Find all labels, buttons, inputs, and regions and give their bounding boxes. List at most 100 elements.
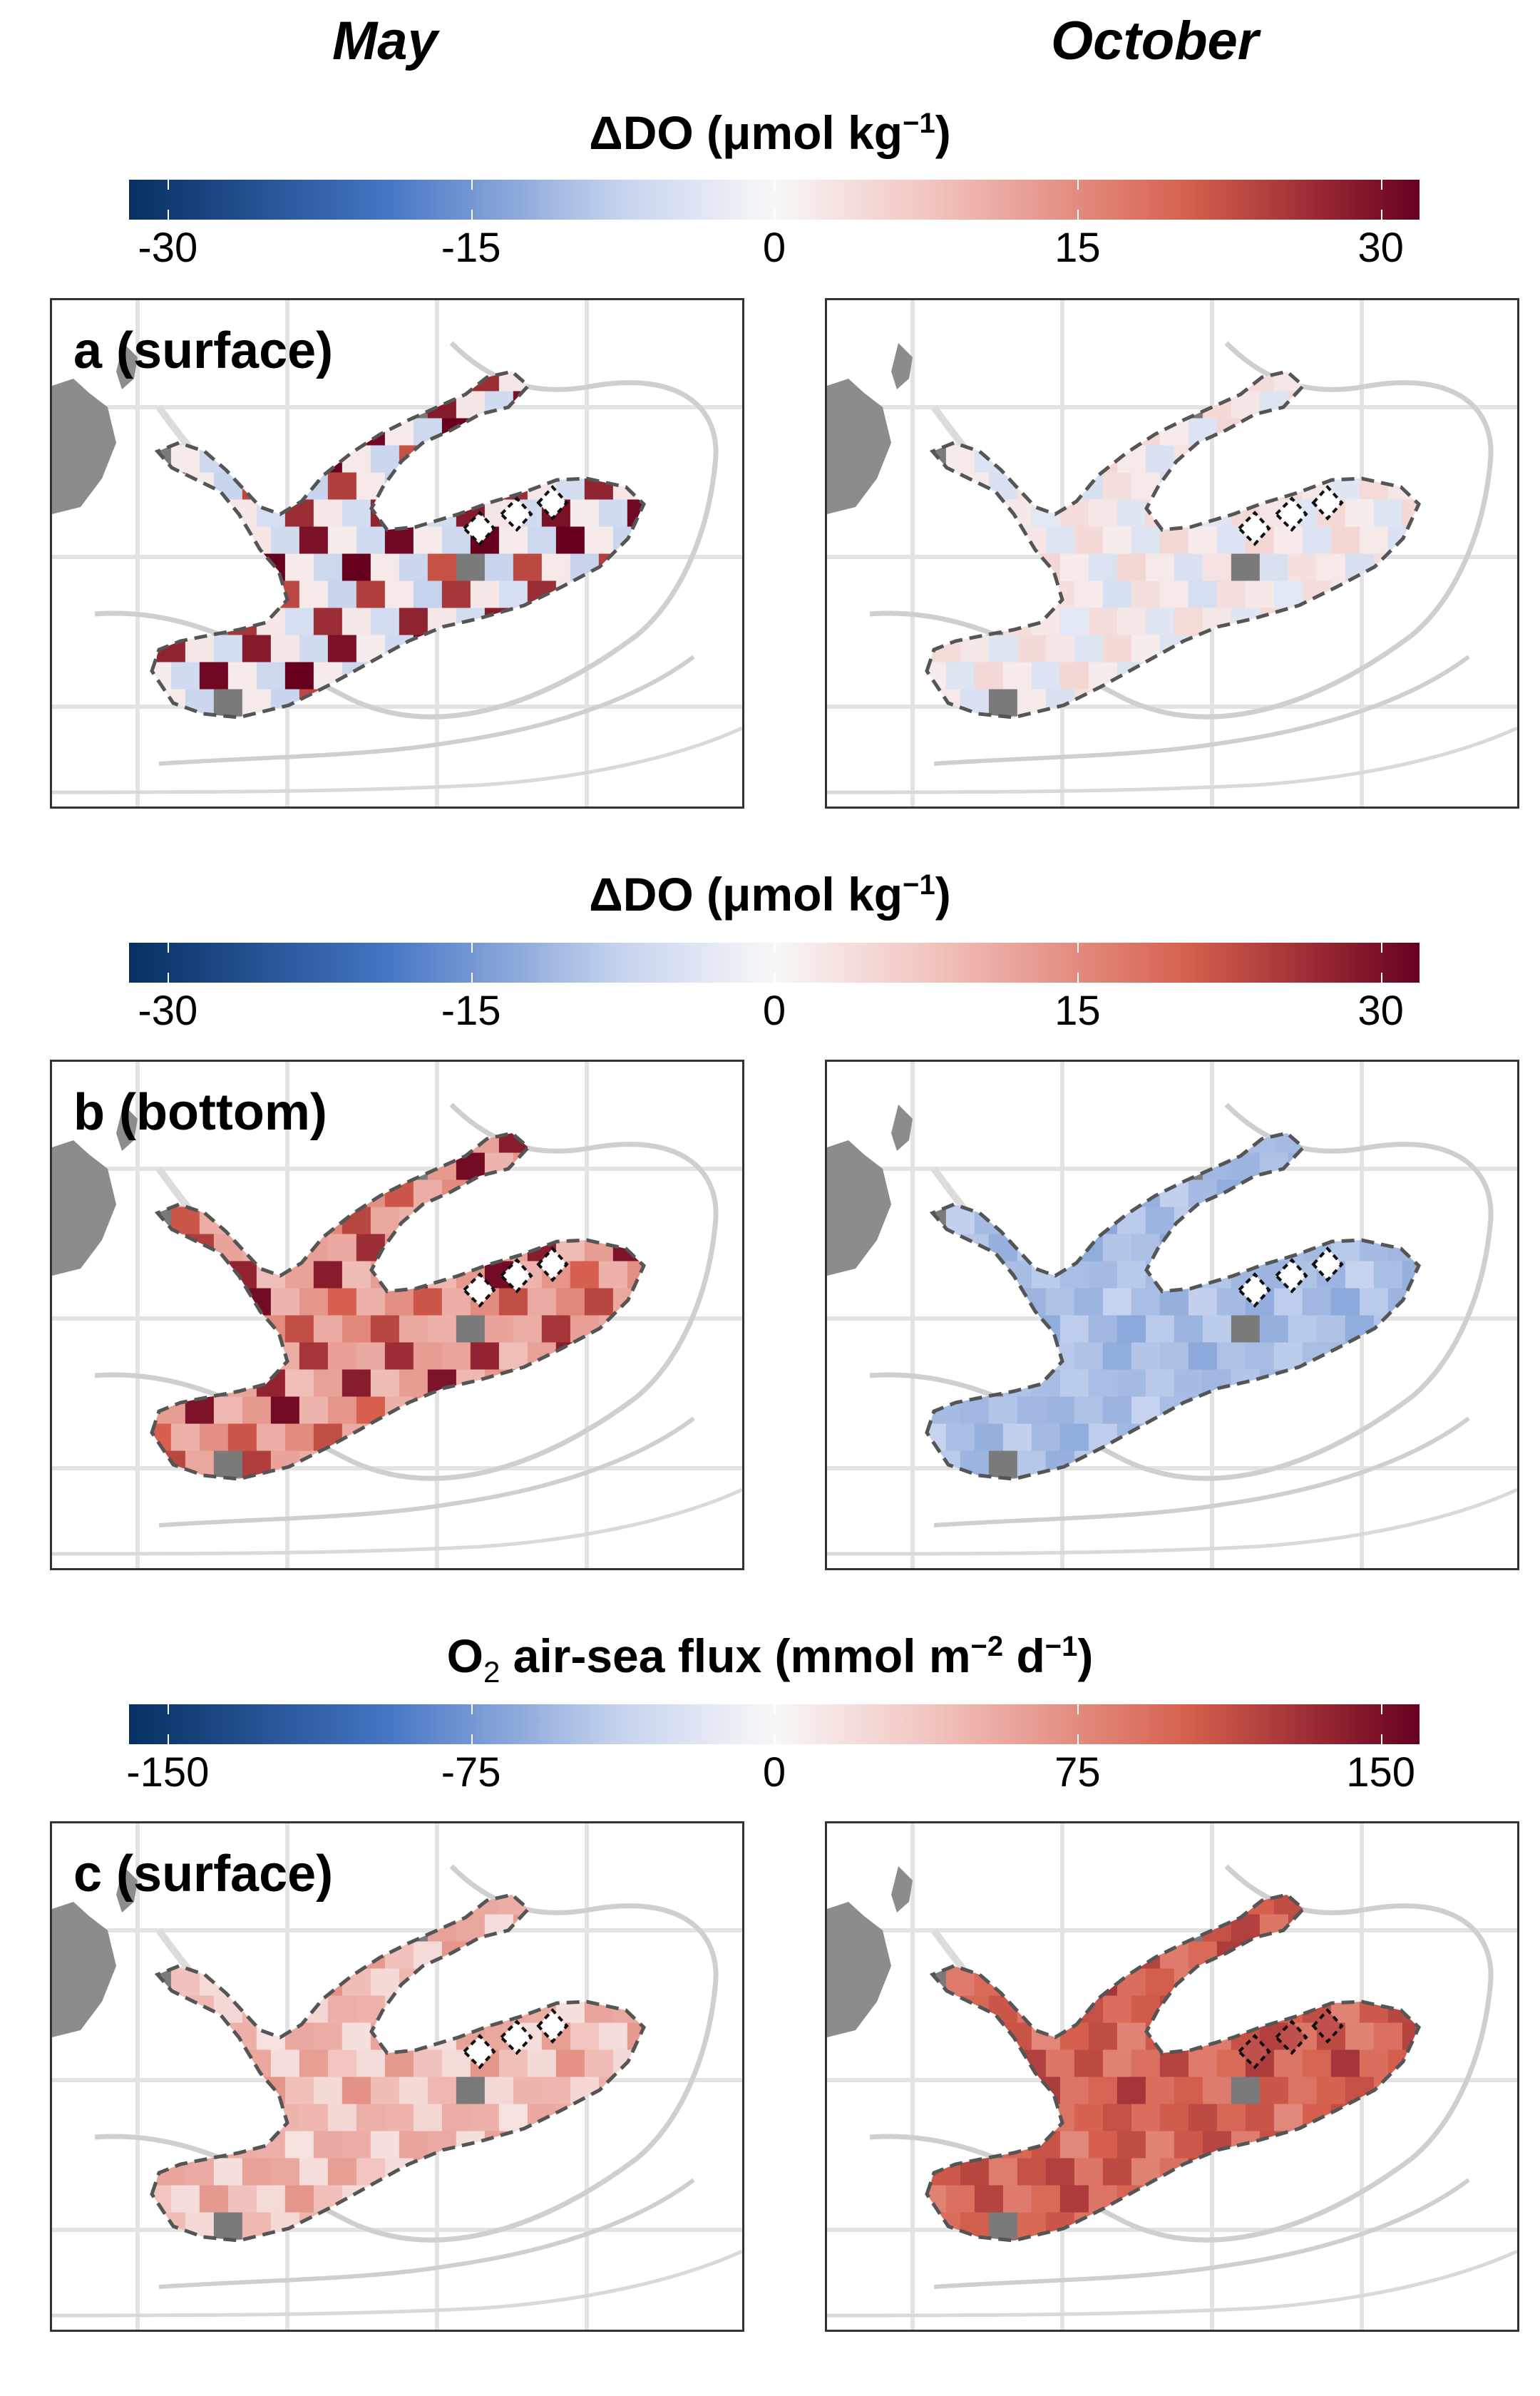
- colorbar-tick: [471, 180, 473, 190]
- grid-cell: [185, 526, 215, 555]
- grid-cell: [227, 1369, 257, 1398]
- small-station-outline: [1311, 485, 1344, 521]
- grid-cell: [927, 1478, 947, 1479]
- grid-cell: [1159, 372, 1189, 392]
- grid-cell: [1017, 1895, 1047, 1915]
- grid-cell: [1216, 2104, 1246, 2132]
- grid-cell: [541, 1315, 571, 1343]
- grid-cell: [456, 2185, 486, 2213]
- grid-cell: [584, 1995, 614, 2024]
- grid-cell: [1387, 1342, 1417, 1371]
- colorbar-1-title-main: ΔDO (μmol kg: [589, 106, 903, 159]
- grid-cell: [1017, 1133, 1047, 1154]
- grid-cell: [1288, 1315, 1318, 1343]
- grid-cell: [1216, 1342, 1246, 1371]
- grid-cell: [356, 1133, 386, 1154]
- grid-cell: [1102, 1895, 1132, 1915]
- grid-cell: [555, 1179, 585, 1208]
- grid-cell: [152, 1450, 158, 1479]
- grid-cell: [927, 689, 933, 717]
- grid-cell: [1231, 2185, 1261, 2213]
- grid-cell: [1074, 1288, 1104, 1316]
- grid-cell: [484, 2131, 514, 2159]
- grid-cell: [1059, 1968, 1089, 1997]
- grid-cell: [1131, 2049, 1161, 2078]
- grid-cell: [656, 1261, 684, 1289]
- grid-cell: [299, 580, 329, 609]
- grid-cell: [527, 2049, 557, 2078]
- grid-cell: [1174, 1315, 1203, 1343]
- grid-cell: [988, 689, 1018, 717]
- grid-cell: [541, 1207, 571, 1235]
- grid-cell: [498, 1396, 528, 1425]
- grid-cell: [170, 2022, 200, 2051]
- grid-cell: [1017, 472, 1047, 501]
- grid-cell: [1202, 1261, 1232, 1289]
- grid-cell: [470, 2104, 500, 2132]
- grid-cell: [1202, 2185, 1232, 2213]
- grid-cell: [1302, 2049, 1332, 2078]
- grid-cell: [513, 445, 543, 473]
- grid-cell: [399, 1315, 428, 1343]
- grid-cell: [256, 1369, 286, 1398]
- grid-cell: [1387, 418, 1417, 446]
- grid-cell: [598, 2131, 628, 2159]
- grid-cell: [960, 372, 990, 392]
- grid-cell: [1245, 472, 1275, 501]
- small-station-outline: [536, 1246, 569, 1282]
- grid-cell: [988, 1288, 1018, 1316]
- grid-cell: [1316, 1968, 1346, 1997]
- grid-cell: [342, 2022, 371, 2051]
- grid-cell: [1002, 2131, 1032, 2159]
- grid-cell: [185, 1396, 215, 1425]
- grid-cell: [313, 2131, 343, 2159]
- grid-cell: [1116, 608, 1146, 636]
- grid-cell: [242, 2158, 272, 2186]
- grid-cell: [974, 662, 1004, 690]
- grid-cell: [1088, 1207, 1118, 1235]
- grid-cell: [598, 1207, 628, 1235]
- small-station-outline: [1311, 2008, 1344, 2044]
- grid-cell: [213, 1941, 243, 1970]
- grid-cell: [1102, 1396, 1132, 1425]
- grid-cell: [656, 2240, 684, 2267]
- grid-cell: [960, 418, 990, 446]
- grid-cell: [1059, 445, 1089, 473]
- grid-cell: [356, 2158, 386, 2186]
- colorbar-tick: [1380, 1734, 1382, 1744]
- grid-cell: [641, 1288, 644, 1316]
- grid-cell: [199, 2185, 229, 2213]
- grid-cell: [427, 1315, 457, 1343]
- grid-cell: [1074, 1133, 1104, 1154]
- grid-cell: [1259, 1968, 1289, 1997]
- region-outline: [925, 369, 1422, 720]
- grid-cell: [1045, 1396, 1075, 1425]
- grid-cell: [927, 2131, 947, 2159]
- grid-cell: [598, 2239, 628, 2241]
- grid-cell: [1017, 372, 1047, 392]
- grid-cell: [1231, 1423, 1261, 1452]
- grid-cell: [960, 1133, 990, 1154]
- grid-cell: [484, 1423, 514, 1452]
- grid-cell: [170, 1423, 200, 1452]
- grid-cell: [1159, 1342, 1189, 1371]
- grid-cell: [555, 635, 585, 663]
- grid-cell: [1231, 1207, 1261, 1235]
- grid-cell: [1074, 1396, 1104, 1425]
- grid-cell: [1216, 1895, 1246, 1915]
- grid-cell: [170, 2185, 200, 2213]
- grid-cell: [927, 580, 933, 609]
- grid-cell: [1116, 1478, 1146, 1479]
- grid-cell: [227, 1968, 257, 1997]
- grid-cell: [256, 445, 286, 473]
- grid-cell: [960, 1179, 990, 1208]
- small-station-outline: [1274, 2019, 1308, 2055]
- grid-cell: [284, 445, 314, 473]
- grid-cell: [1431, 1969, 1459, 1996]
- grid-cell: [945, 1478, 975, 1479]
- grid-cell: [1102, 1941, 1132, 1970]
- grid-cell: [513, 1207, 543, 1235]
- grid-cell: [242, 2104, 272, 2132]
- grid-cell: [185, 2049, 215, 2078]
- grid-cell: [152, 1423, 172, 1452]
